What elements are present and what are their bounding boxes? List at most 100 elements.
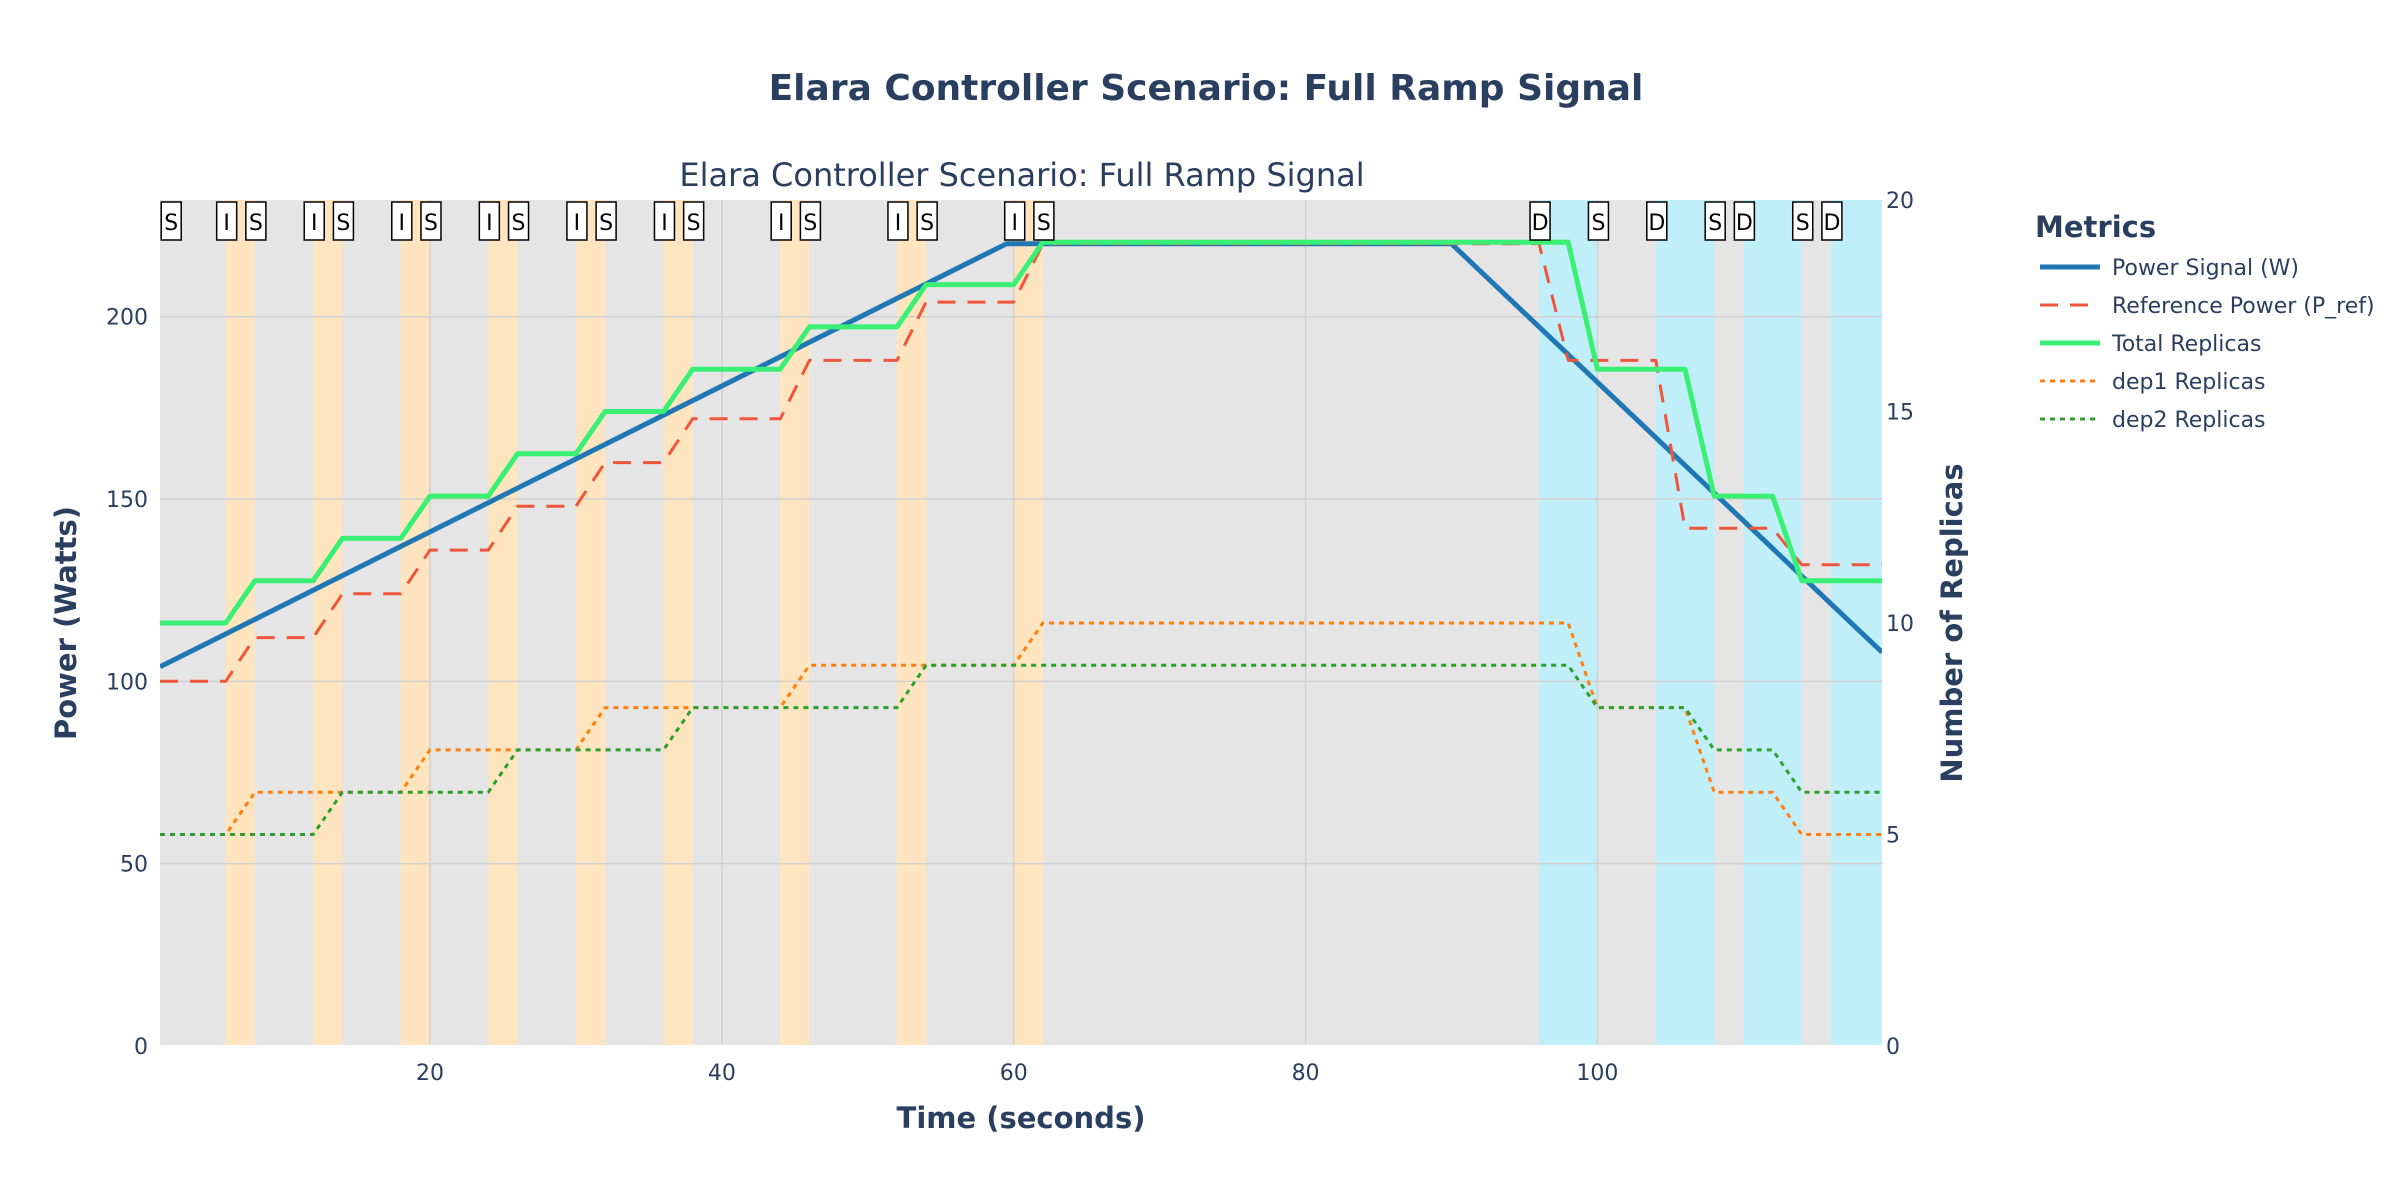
annotation-frame <box>420 201 442 241</box>
annotation-box: S <box>595 201 617 241</box>
annotation-box: S <box>1791 201 1814 241</box>
annotation-box: S <box>420 201 442 241</box>
legend-item-label: Reference Power (P_ref) <box>2112 294 2375 319</box>
annotation-label: S <box>599 211 613 236</box>
annotation-frame <box>1646 201 1668 241</box>
annotation-frame <box>682 201 705 241</box>
annotation-frame <box>507 201 530 241</box>
annotation-label: S <box>1591 211 1605 236</box>
shaded-region-scale-up <box>488 200 518 1046</box>
annotation-box: S <box>245 201 267 241</box>
annotation-box: I <box>303 201 325 241</box>
annotation-box: S <box>1704 201 1726 241</box>
annotation-box: I <box>478 201 501 241</box>
annotation-box: I <box>770 201 792 241</box>
y-right-tick-label: 0 <box>1886 1035 1900 1060</box>
annotation-box: D <box>1821 201 1843 241</box>
annotation-box: S <box>160 201 182 241</box>
x-tick-label: 60 <box>1000 1061 1028 1086</box>
annotation-box: I <box>887 201 909 241</box>
y-left-tick-label: 150 <box>106 488 148 513</box>
annotation-frame <box>1529 201 1551 241</box>
x-tick-label: 100 <box>1576 1061 1618 1086</box>
legend-item-label: dep1 Replicas <box>2112 370 2266 395</box>
shaded-region-scale-down <box>1830 200 1882 1046</box>
shaded-region-scale-down <box>1743 200 1802 1046</box>
annotation-label: D <box>1736 211 1753 236</box>
annotation-box: S <box>1587 201 1610 241</box>
annotation-label: I <box>486 211 493 236</box>
annotation-label: S <box>803 211 817 236</box>
annotation-frame <box>1033 201 1055 241</box>
annotation-box: I <box>566 201 588 241</box>
y-left-tick-label: 100 <box>106 670 148 695</box>
annotation-frame <box>1003 201 1026 241</box>
shaded-region-scale-up <box>400 200 430 1046</box>
annotation-label: S <box>336 211 350 236</box>
y-axis-right-label: Number of Replicas <box>1935 463 1969 782</box>
shaded-region-scale-up <box>780 200 810 1046</box>
grid-lines <box>160 200 1882 1047</box>
annotation-label: S <box>164 211 178 236</box>
shaded-region-scale-up <box>663 200 693 1046</box>
annotation-box: S <box>1033 201 1055 241</box>
annotation-box: D <box>1529 201 1551 241</box>
annotation-label: S <box>249 211 263 236</box>
annotation-box: I <box>653 201 676 241</box>
annotation-label: S <box>424 211 438 236</box>
legend-item-label: dep2 Replicas <box>2112 408 2266 433</box>
annotation-label: S <box>1037 211 1051 236</box>
annotation-frame <box>215 201 238 241</box>
annotation-label: I <box>778 211 785 236</box>
chart-subtitle: Elara Controller Scenario: Full Ramp Sig… <box>679 156 1364 194</box>
legend-title: Metrics <box>2035 210 2156 244</box>
annotation-label: I <box>1011 211 1018 236</box>
y-right-tick-label: 20 <box>1886 189 1914 214</box>
annotation-box: S <box>682 201 705 241</box>
x-tick-label: 20 <box>416 1061 444 1086</box>
annotation-box: S <box>332 201 355 241</box>
annotation-frame <box>1587 201 1610 241</box>
y-left-tick-label: 50 <box>120 853 148 878</box>
annotation-box: S <box>507 201 530 241</box>
annotation-box: S <box>799 201 822 241</box>
annotation-box: D <box>1646 201 1668 241</box>
annotation-frame <box>566 201 588 241</box>
annotation-frame <box>916 201 938 241</box>
annotation-frame <box>1733 201 1756 241</box>
annotation-frame <box>478 201 501 241</box>
annotation-label: S <box>1708 211 1722 236</box>
annotation-label: S <box>920 211 934 236</box>
shaded-region-scale-up <box>313 200 343 1046</box>
y-right-tick-label: 5 <box>1886 824 1900 849</box>
legend-item-label: Total Replicas <box>2111 332 2261 357</box>
annotation-box: S <box>916 201 938 241</box>
annotation-box: I <box>215 201 238 241</box>
shaded-region-scale-up <box>575 200 606 1046</box>
series-line-3 <box>160 239 1882 626</box>
shaded-regions <box>225 200 1882 1046</box>
annotation-frame <box>332 201 355 241</box>
shaded-region-scale-up <box>1013 200 1043 1046</box>
annotation-label: I <box>311 211 318 236</box>
annotation-label: I <box>895 211 902 236</box>
annotation-frame <box>887 201 909 241</box>
annotation-label: I <box>574 211 581 236</box>
annotation-label: S <box>512 211 526 236</box>
y-right-tick-label: 10 <box>1886 612 1914 637</box>
x-tick-label: 40 <box>708 1061 736 1086</box>
annotation-label: D <box>1823 211 1840 236</box>
annotation-label: S <box>687 211 701 236</box>
annotation-label: S <box>1796 211 1810 236</box>
x-axis-label: Time (seconds) <box>897 1101 1146 1135</box>
legend: Metrics Power Signal (W) Reference Power … <box>2035 210 2375 433</box>
y-axis-left-label: Power (Watts) <box>49 506 83 740</box>
y-right-tick-label: 15 <box>1886 401 1914 426</box>
annotation-label: D <box>1648 211 1665 236</box>
annotation-frame <box>1821 201 1843 241</box>
shaded-region-scale-up <box>896 200 927 1046</box>
x-tick-label: 80 <box>1292 1061 1320 1086</box>
annotation-frame <box>653 201 676 241</box>
